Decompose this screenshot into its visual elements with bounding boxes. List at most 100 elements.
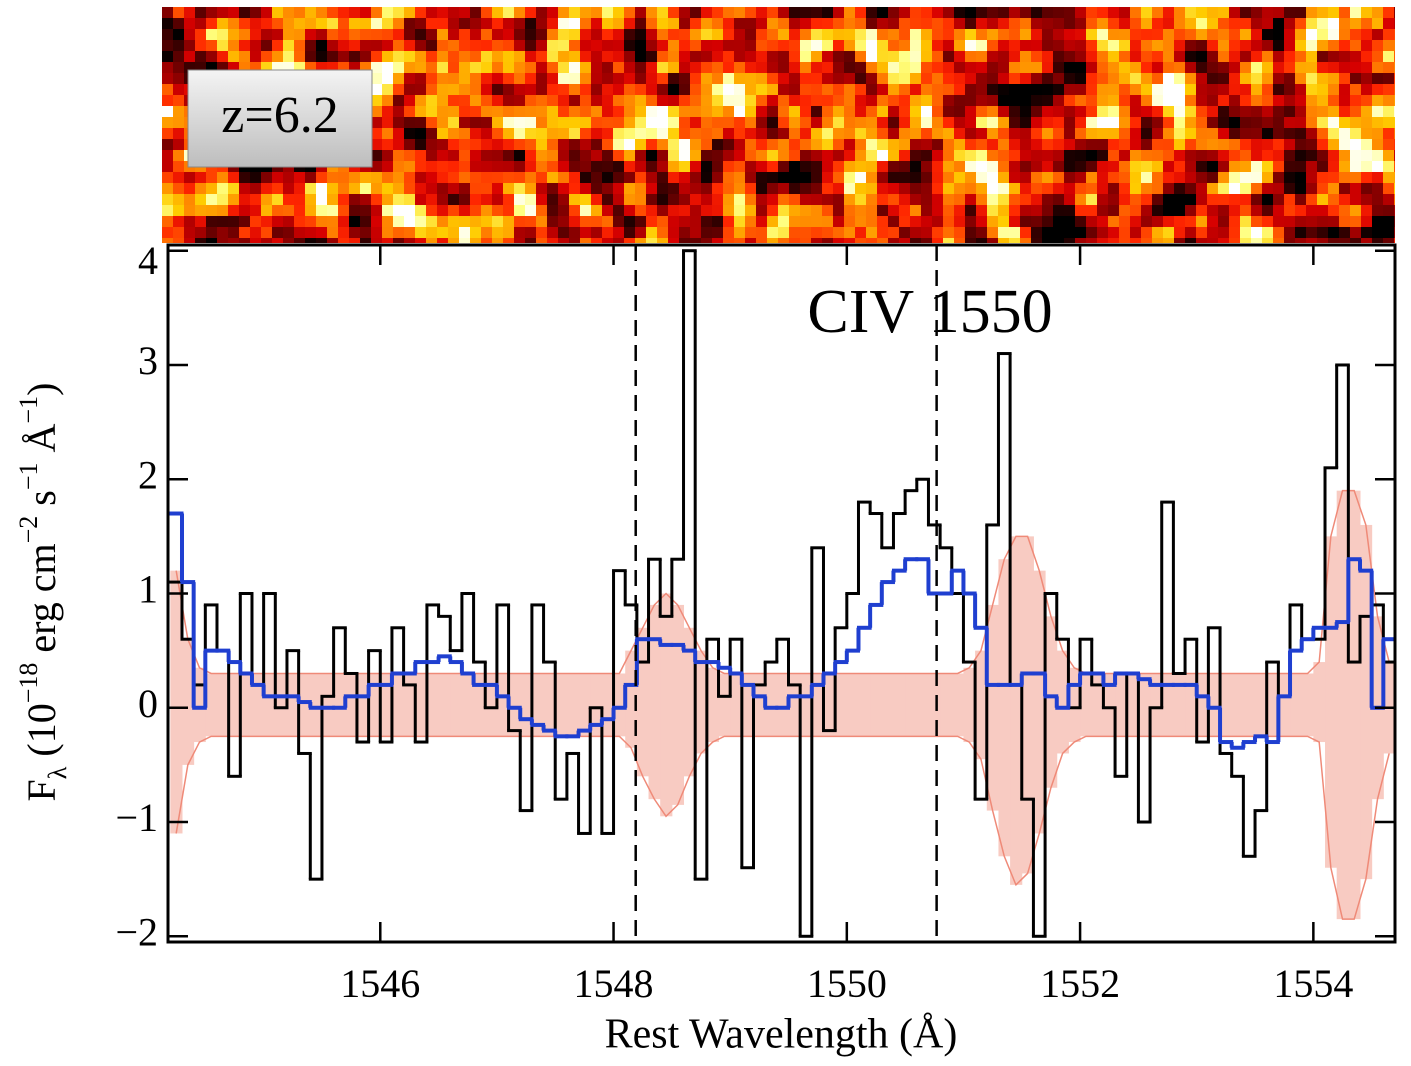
image-pixel (712, 7, 723, 18)
image-pixel (536, 172, 547, 183)
image-pixel (470, 150, 481, 161)
image-pixel (1372, 194, 1383, 205)
image-pixel (723, 227, 734, 238)
image-pixel (1218, 117, 1229, 128)
image-pixel (1207, 172, 1218, 183)
image-pixel (613, 183, 624, 194)
image-pixel (1196, 84, 1207, 95)
image-pixel (976, 194, 987, 205)
image-pixel (536, 73, 547, 84)
image-pixel (624, 106, 635, 117)
image-pixel (1097, 18, 1108, 29)
image-pixel (635, 18, 646, 29)
image-pixel (162, 227, 173, 238)
image-pixel (1383, 18, 1394, 29)
image-pixel (789, 194, 800, 205)
image-pixel (921, 29, 932, 40)
image-pixel (371, 106, 382, 117)
image-pixel (1273, 95, 1284, 106)
image-pixel (855, 7, 866, 18)
image-pixel (415, 106, 426, 117)
image-pixel (943, 29, 954, 40)
image-pixel (822, 106, 833, 117)
image-pixel (1174, 227, 1185, 238)
image-pixel (844, 216, 855, 227)
image-pixel (833, 73, 844, 84)
image-pixel (547, 117, 558, 128)
image-pixel (1306, 172, 1317, 183)
image-pixel (1130, 51, 1141, 62)
image-pixel (888, 7, 899, 18)
image-pixel (382, 238, 393, 243)
image-pixel (1383, 40, 1394, 51)
image-pixel (382, 139, 393, 150)
image-pixel (272, 62, 283, 73)
image-pixel (701, 51, 712, 62)
image-pixel (613, 40, 624, 51)
image-pixel (1108, 172, 1119, 183)
image-pixel (261, 238, 272, 243)
image-pixel (261, 172, 272, 183)
image-pixel (1042, 18, 1053, 29)
image-pixel (1306, 62, 1317, 73)
image-pixel (1086, 29, 1097, 40)
image-pixel (1119, 73, 1130, 84)
image-pixel (855, 205, 866, 216)
image-pixel (965, 73, 976, 84)
error-band-bin (1266, 673, 1279, 737)
image-pixel (976, 117, 987, 128)
image-pixel (1185, 84, 1196, 95)
image-pixel (1196, 7, 1207, 18)
image-pixel (734, 150, 745, 161)
image-pixel (459, 183, 470, 194)
image-pixel (1284, 150, 1295, 161)
image-pixel (1273, 73, 1284, 84)
image-pixel (1020, 40, 1031, 51)
image-pixel (1317, 183, 1328, 194)
image-pixel (1394, 29, 1395, 40)
image-pixel (1328, 128, 1339, 139)
image-pixel (217, 18, 228, 29)
error-band-bin (625, 650, 638, 748)
image-pixel (668, 194, 679, 205)
image-pixel (1207, 161, 1218, 172)
image-pixel (932, 238, 943, 243)
image-pixel (1394, 106, 1395, 117)
image-pixel (976, 161, 987, 172)
image-pixel (1394, 150, 1395, 161)
image-pixel (1251, 183, 1262, 194)
image-pixel (1240, 117, 1251, 128)
image-pixel (822, 18, 833, 29)
image-pixel (1273, 238, 1284, 243)
image-pixel (822, 29, 833, 40)
image-pixel (1273, 51, 1284, 62)
image-pixel (1064, 183, 1075, 194)
image-pixel (426, 150, 437, 161)
image-pixel (503, 29, 514, 40)
image-pixel (932, 51, 943, 62)
image-pixel (217, 227, 228, 238)
image-pixel (1108, 117, 1119, 128)
image-pixel (360, 62, 371, 73)
image-pixel (910, 161, 921, 172)
image-pixel (448, 238, 459, 243)
image-pixel (1053, 117, 1064, 128)
error-band-bin (870, 673, 883, 737)
image-pixel (602, 117, 613, 128)
image-pixel (393, 7, 404, 18)
image-pixel (646, 40, 657, 51)
image-pixel (1229, 51, 1240, 62)
image-pixel (1207, 51, 1218, 62)
image-pixel (833, 40, 844, 51)
image-pixel (734, 95, 745, 106)
image-pixel (591, 227, 602, 238)
image-pixel (525, 139, 536, 150)
image-pixel (1328, 238, 1339, 243)
image-pixel (778, 216, 789, 227)
image-pixel (844, 106, 855, 117)
image-pixel (1185, 172, 1196, 183)
image-pixel (569, 7, 580, 18)
image-pixel (1372, 84, 1383, 95)
image-pixel (899, 150, 910, 161)
image-pixel (1141, 194, 1152, 205)
